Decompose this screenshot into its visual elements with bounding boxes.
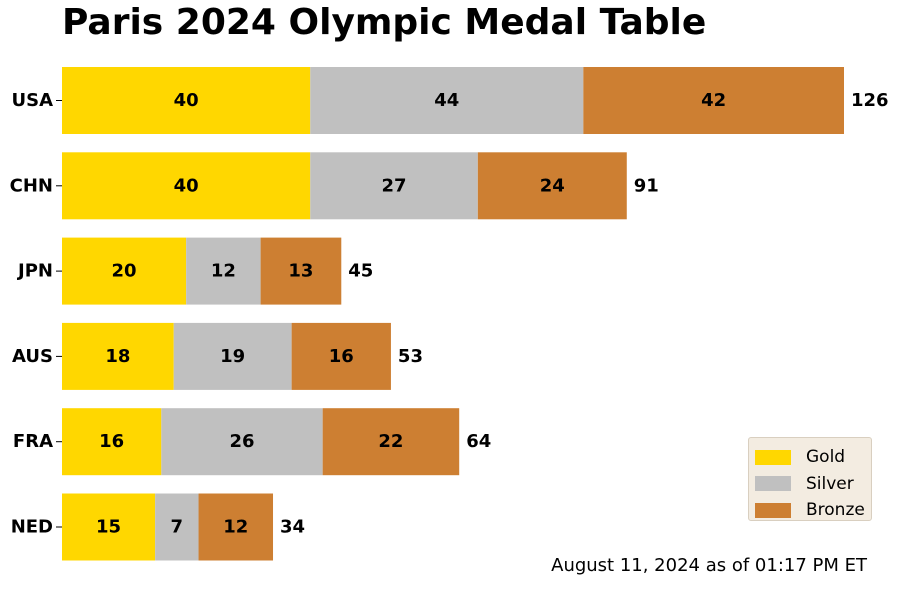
bar-fra-gold	[62, 408, 162, 476]
legend-item-bronze: Bronze	[755, 497, 871, 524]
legend-item-silver: Silver	[755, 471, 871, 498]
data-label-fra-bronze: 22	[378, 431, 403, 452]
y-tick-label-jpn: JPN	[16, 261, 53, 282]
y-axis: USA CHN JPN AUS FRA NED	[10, 90, 62, 538]
total-label-jpn: 45	[348, 261, 373, 282]
data-label-aus-gold: 18	[105, 346, 130, 367]
bar-jpn-silver	[186, 237, 261, 305]
bar-chn-silver	[310, 152, 478, 220]
data-label-usa-silver: 44	[434, 90, 459, 111]
data-label-chn-bronze: 24	[540, 175, 565, 196]
data-label-usa-gold: 40	[174, 90, 199, 111]
data-label-fra-gold: 16	[99, 431, 124, 452]
timestamp-note: August 11, 2024 as of 01:17 PM ET	[551, 555, 867, 576]
total-label-chn: 91	[634, 175, 659, 196]
data-label-jpn-silver: 12	[211, 261, 236, 282]
data-label-usa-bronze: 42	[701, 90, 726, 111]
bar-aus-silver	[173, 322, 292, 390]
bar-ned-bronze	[198, 493, 274, 561]
total-label-fra: 64	[466, 431, 491, 452]
total-label-aus: 53	[398, 346, 423, 367]
data-label-jpn-bronze: 13	[288, 261, 313, 282]
bars-layer: 40 44 42 126 40 27 24 91 20 12 13 45 18 19 16 53 16 26 22 6…	[62, 67, 889, 561]
bar-chn-bronze	[477, 152, 627, 220]
bar-jpn-gold	[62, 237, 187, 305]
data-label-aus-bronze: 16	[329, 346, 354, 367]
bar-fra-bronze	[322, 408, 460, 476]
y-tick-label-aus: AUS	[12, 346, 53, 367]
legend-swatch-gold	[755, 449, 791, 465]
total-label-usa: 126	[851, 90, 889, 111]
data-label-fra-silver: 26	[229, 431, 254, 452]
y-tick-label-chn: CHN	[10, 175, 53, 196]
data-label-chn-silver: 27	[382, 175, 407, 196]
legend-swatch-silver	[755, 476, 791, 492]
legend-label-silver: Silver	[806, 473, 854, 494]
data-label-ned-silver: 7	[171, 517, 184, 538]
y-tick-label-usa: USA	[11, 90, 53, 111]
bar-usa-gold	[62, 67, 311, 134]
total-label-ned: 34	[280, 517, 305, 538]
y-tick-label-fra: FRA	[13, 431, 53, 452]
legend-swatch-bronze	[755, 502, 791, 518]
bar-ned-gold	[62, 493, 156, 561]
legend: Gold Silver Bronze	[748, 437, 872, 521]
legend-item-gold: Gold	[755, 444, 871, 471]
bar-usa-silver	[310, 67, 584, 134]
legend-label-bronze: Bronze	[806, 500, 865, 521]
bar-usa-bronze	[583, 67, 844, 134]
legend-label-gold: Gold	[806, 447, 846, 468]
bar-fra-silver	[161, 408, 323, 476]
bar-chn-gold	[62, 152, 311, 220]
data-label-jpn-gold: 20	[112, 261, 137, 282]
data-label-aus-silver: 19	[220, 346, 245, 367]
bar-aus-bronze	[291, 322, 391, 390]
bar-ned-silver	[155, 493, 199, 561]
data-label-chn-gold: 40	[174, 175, 199, 196]
y-tick-label-ned: NED	[11, 517, 53, 538]
bar-jpn-bronze	[260, 237, 342, 305]
bar-aus-gold	[62, 322, 174, 390]
data-label-ned-gold: 15	[96, 517, 121, 538]
data-label-ned-bronze: 12	[223, 517, 248, 538]
chart-title: Paris 2024 Olympic Medal Table	[62, 2, 707, 43]
